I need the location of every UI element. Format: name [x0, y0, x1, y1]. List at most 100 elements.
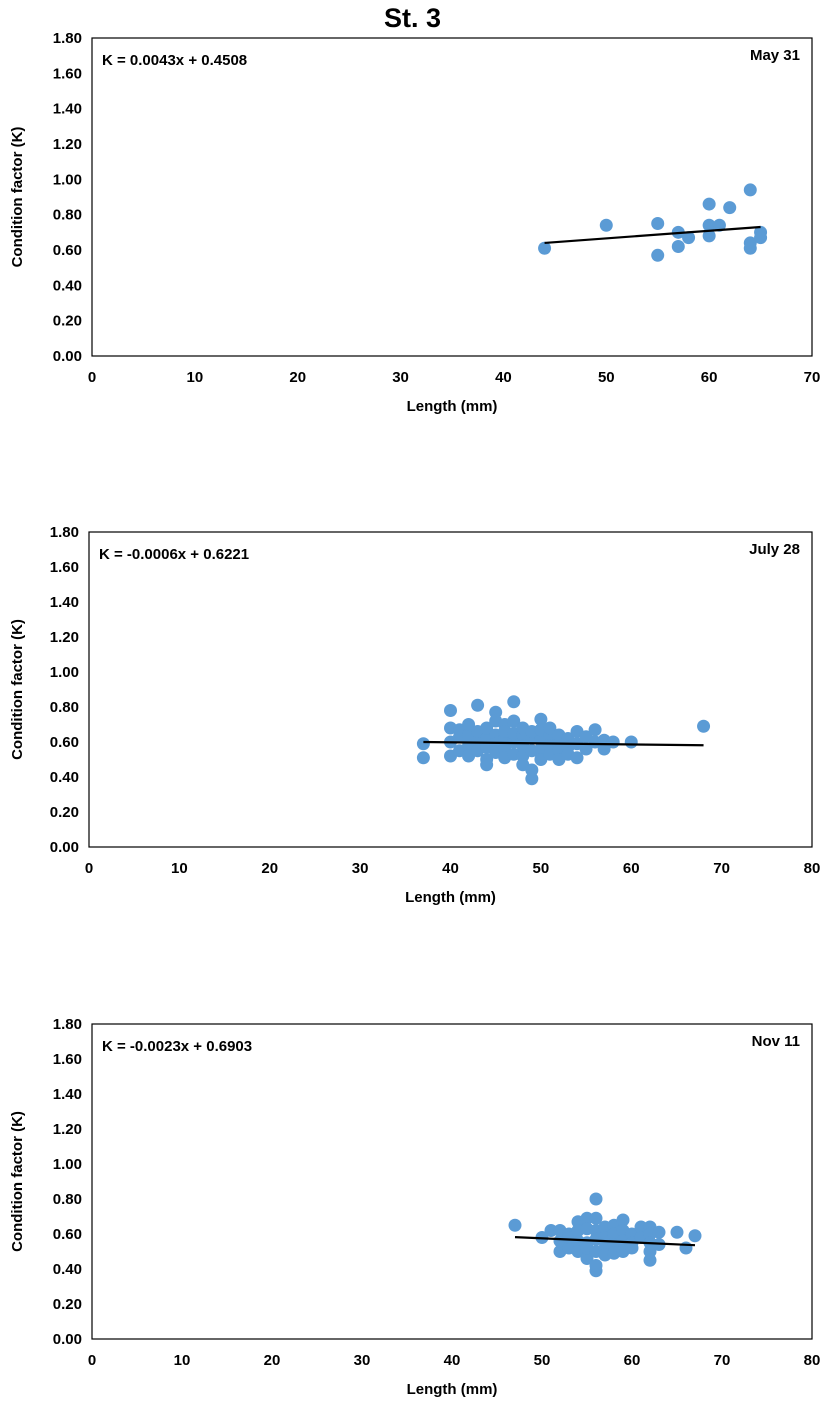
x-tick-label: 60	[623, 860, 640, 877]
data-point	[643, 1253, 657, 1267]
data-point	[702, 218, 716, 232]
data-point	[606, 735, 620, 749]
data-point	[570, 751, 584, 765]
plot-frame	[91, 37, 813, 357]
data-point	[754, 231, 768, 245]
x-tick-label: 50	[598, 369, 615, 386]
y-tick-label: 1.40	[53, 1086, 82, 1103]
x-tick-label: 60	[701, 369, 718, 386]
x-tick-label: 20	[289, 369, 306, 386]
data-point	[543, 721, 557, 735]
y-tick-label: 0.80	[53, 1191, 82, 1208]
x-tick-label: 80	[804, 860, 821, 877]
data-point	[651, 217, 665, 230]
y-tick-label: 1.00	[53, 1156, 82, 1173]
data-point	[688, 1229, 702, 1243]
data-point	[634, 1220, 648, 1234]
data-point	[679, 1241, 693, 1255]
data-point	[538, 241, 552, 255]
regression-equation: K = 0.0043x + 0.4508	[102, 52, 247, 69]
y-tick-label: 1.80	[53, 30, 82, 47]
data-point	[471, 698, 485, 712]
y-tick-label: 0.40	[53, 1261, 82, 1278]
y-tick-label: 1.00	[50, 664, 79, 681]
y-tick-label: 0.60	[53, 242, 82, 259]
y-tick-label: 1.80	[50, 524, 79, 541]
date-label: Nov 11	[752, 1033, 800, 1050]
y-tick-label: 1.20	[53, 1121, 82, 1138]
x-tick-label: 20	[264, 1352, 281, 1369]
data-point	[507, 714, 521, 728]
data-point	[444, 704, 457, 717]
data-point	[588, 723, 602, 737]
x-tick-label: 40	[495, 369, 512, 386]
data-point	[702, 197, 716, 211]
x-tick-label: 0	[85, 860, 93, 877]
chart-panel-may-31: 0.00 0.20 0.40 0.60 0.80 1.00 1.20 1.40 1.60 1.80…	[9, 30, 820, 415]
data-point	[723, 201, 737, 215]
y-tick-label: 1.20	[50, 629, 79, 646]
x-tick-label: 70	[714, 1352, 731, 1369]
trend-line	[544, 225, 761, 245]
y-tick-label: 1.00	[53, 171, 82, 188]
y-tick-label: 1.80	[53, 1016, 82, 1033]
x-axis-label: Length (mm)	[407, 1381, 498, 1398]
x-tick-label: 0	[88, 369, 96, 386]
data-point	[712, 218, 726, 232]
data-point	[697, 719, 711, 733]
chart-panel-nov-11: 0.00 0.20 0.40 0.60 0.80 1.00 1.20 1.40 1.60 1.80…	[9, 1016, 821, 1398]
y-axis-label: Condition factor (K)	[9, 1111, 26, 1252]
data-point	[416, 751, 430, 765]
data-point	[651, 248, 665, 262]
x-tick-label: 70	[713, 860, 730, 877]
data-point	[589, 1259, 603, 1272]
data-point	[616, 1213, 630, 1227]
x-tick-label: 30	[392, 369, 409, 386]
y-axis-label: Condition factor (K)	[9, 127, 26, 268]
x-tick-label: 40	[444, 1352, 461, 1369]
date-label: July 28	[749, 541, 800, 558]
x-tick-label: 30	[354, 1352, 371, 1369]
y-tick-label: 0.20	[53, 1296, 82, 1313]
data-point	[580, 1252, 594, 1265]
x-tick-label: 20	[261, 860, 278, 877]
data-point	[589, 1211, 603, 1225]
x-axis-label: Length (mm)	[405, 889, 496, 906]
regression-equation: K = -0.0006x + 0.6221	[99, 546, 249, 563]
y-tick-label: 0.00	[50, 839, 79, 856]
regression-equation: K = -0.0023x + 0.6903	[102, 1038, 252, 1055]
y-tick-label: 0.00	[53, 348, 82, 365]
data-point	[416, 737, 430, 751]
data-point	[579, 742, 593, 756]
x-tick-label: 10	[187, 369, 204, 386]
date-label: May 31	[750, 47, 800, 64]
data-point	[599, 218, 613, 232]
x-axis-label: Length (mm)	[407, 398, 498, 415]
y-tick-label: 0.40	[53, 277, 82, 294]
y-tick-label: 1.40	[50, 594, 79, 611]
data-point	[589, 1192, 603, 1206]
x-tick-label: 30	[352, 860, 369, 877]
x-tick-label: 10	[171, 860, 188, 877]
y-tick-label: 0.20	[53, 313, 82, 330]
x-tick-label: 10	[174, 1352, 191, 1369]
data-point	[743, 183, 757, 197]
y-tick-label: 1.40	[53, 101, 82, 118]
data-point	[625, 1241, 639, 1255]
y-tick-label: 0.00	[53, 1331, 82, 1348]
data-point	[480, 721, 494, 735]
data-point	[670, 1225, 684, 1239]
plot-frame	[88, 531, 813, 848]
figure-title: St. 3	[383, 3, 442, 33]
chart-panel-july-28: 0.00 0.20 0.40 0.60 0.80 1.00 1.20 1.40 1.60 1.80…	[9, 524, 821, 906]
x-tick-label: 40	[442, 860, 459, 877]
y-tick-label: 0.80	[53, 207, 82, 224]
data-point	[682, 231, 696, 245]
trend-line	[423, 740, 704, 747]
y-tick-label: 1.60	[50, 559, 79, 576]
trend-line	[514, 1236, 696, 1247]
data-point	[671, 239, 685, 253]
x-tick-label: 80	[804, 1352, 821, 1369]
y-tick-label: 1.60	[53, 65, 82, 82]
data-point	[624, 735, 638, 749]
